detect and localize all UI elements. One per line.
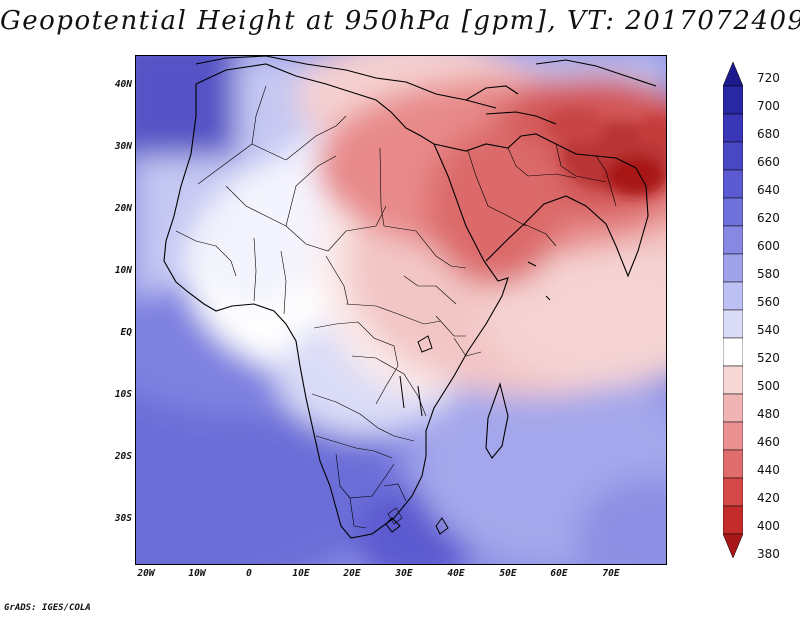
colorbar-level-label: 580 (757, 267, 780, 281)
colorbar-box (723, 505, 743, 535)
colorbar-level-label: 640 (757, 183, 780, 197)
colorbar-box (723, 337, 743, 367)
lakes-and-islands (385, 261, 551, 535)
colorbar-box (723, 393, 743, 423)
colorbar-level-label: 440 (757, 463, 780, 477)
colorbar-level-label: 500 (757, 379, 780, 393)
map-panel (135, 55, 667, 565)
colorbar-box (723, 253, 743, 283)
x-tick-label: 10W (188, 568, 206, 579)
y-tick-label: 20N (114, 203, 132, 214)
x-tick-label: 20W (137, 568, 155, 579)
map-title: Geopotential Height at 950hPa [gpm], VT:… (0, 6, 800, 36)
grads-credit: GrADS: IGES/COLA (4, 603, 91, 613)
colorbar-level-label: 560 (757, 295, 780, 309)
colorbar-level-label: 600 (757, 239, 780, 253)
y-tick-label: 10N (114, 265, 132, 276)
colorbar (723, 62, 743, 558)
colorbar-top-arrow (723, 62, 743, 87)
x-tick-label: 50E (499, 568, 517, 579)
y-tick-label: 10S (114, 389, 132, 400)
x-tick-label: 60E (550, 568, 568, 579)
colorbar-level-label: 660 (757, 155, 780, 169)
colorbar-boxes (723, 62, 743, 558)
x-tick-label: 10E (292, 568, 310, 579)
x-tick-label: 30E (395, 568, 413, 579)
x-tick-label: 20E (343, 568, 361, 579)
colorbar-box (723, 225, 743, 255)
colorbar-level-label: 520 (757, 351, 780, 365)
colorbar-box (723, 449, 743, 479)
colorbar-level-label: 720 (757, 71, 780, 85)
colorbar-box (723, 141, 743, 171)
colorbar-box (723, 197, 743, 227)
colorbar-level-label: 700 (757, 99, 780, 113)
colorbar-bottom-arrow (723, 533, 743, 558)
colorbar-level-label: 400 (757, 519, 780, 533)
country-borders (175, 85, 617, 529)
colorbar-box (723, 281, 743, 311)
colorbar-level-label: 480 (757, 407, 780, 421)
colorbar-level-label: 460 (757, 435, 780, 449)
y-tick-label: EQ (120, 327, 132, 338)
y-tick-label: 30S (114, 513, 132, 524)
y-tick-label: 30N (114, 141, 132, 152)
coastlines (163, 56, 657, 539)
y-tick-label: 20S (114, 451, 132, 462)
colorbar-box (723, 309, 743, 339)
colorbar-box (723, 421, 743, 451)
colorbar-level-label: 680 (757, 127, 780, 141)
colorbar-box (723, 477, 743, 507)
low-centers (546, 108, 666, 196)
geopotential-height-map (136, 56, 666, 564)
colorbar-level-label: 620 (757, 211, 780, 225)
x-tick-label: 0 (246, 568, 252, 579)
x-tick-label: 70E (602, 568, 620, 579)
colorbar-level-label: 380 (757, 547, 780, 561)
colorbar-level-label: 540 (757, 323, 780, 337)
colorbar-box (723, 113, 743, 143)
x-tick-label: 40E (447, 568, 465, 579)
colorbar-box (723, 169, 743, 199)
colorbar-box (723, 365, 743, 395)
y-tick-label: 40N (114, 79, 132, 90)
colorbar-box (723, 85, 743, 115)
colorbar-level-label: 420 (757, 491, 780, 505)
